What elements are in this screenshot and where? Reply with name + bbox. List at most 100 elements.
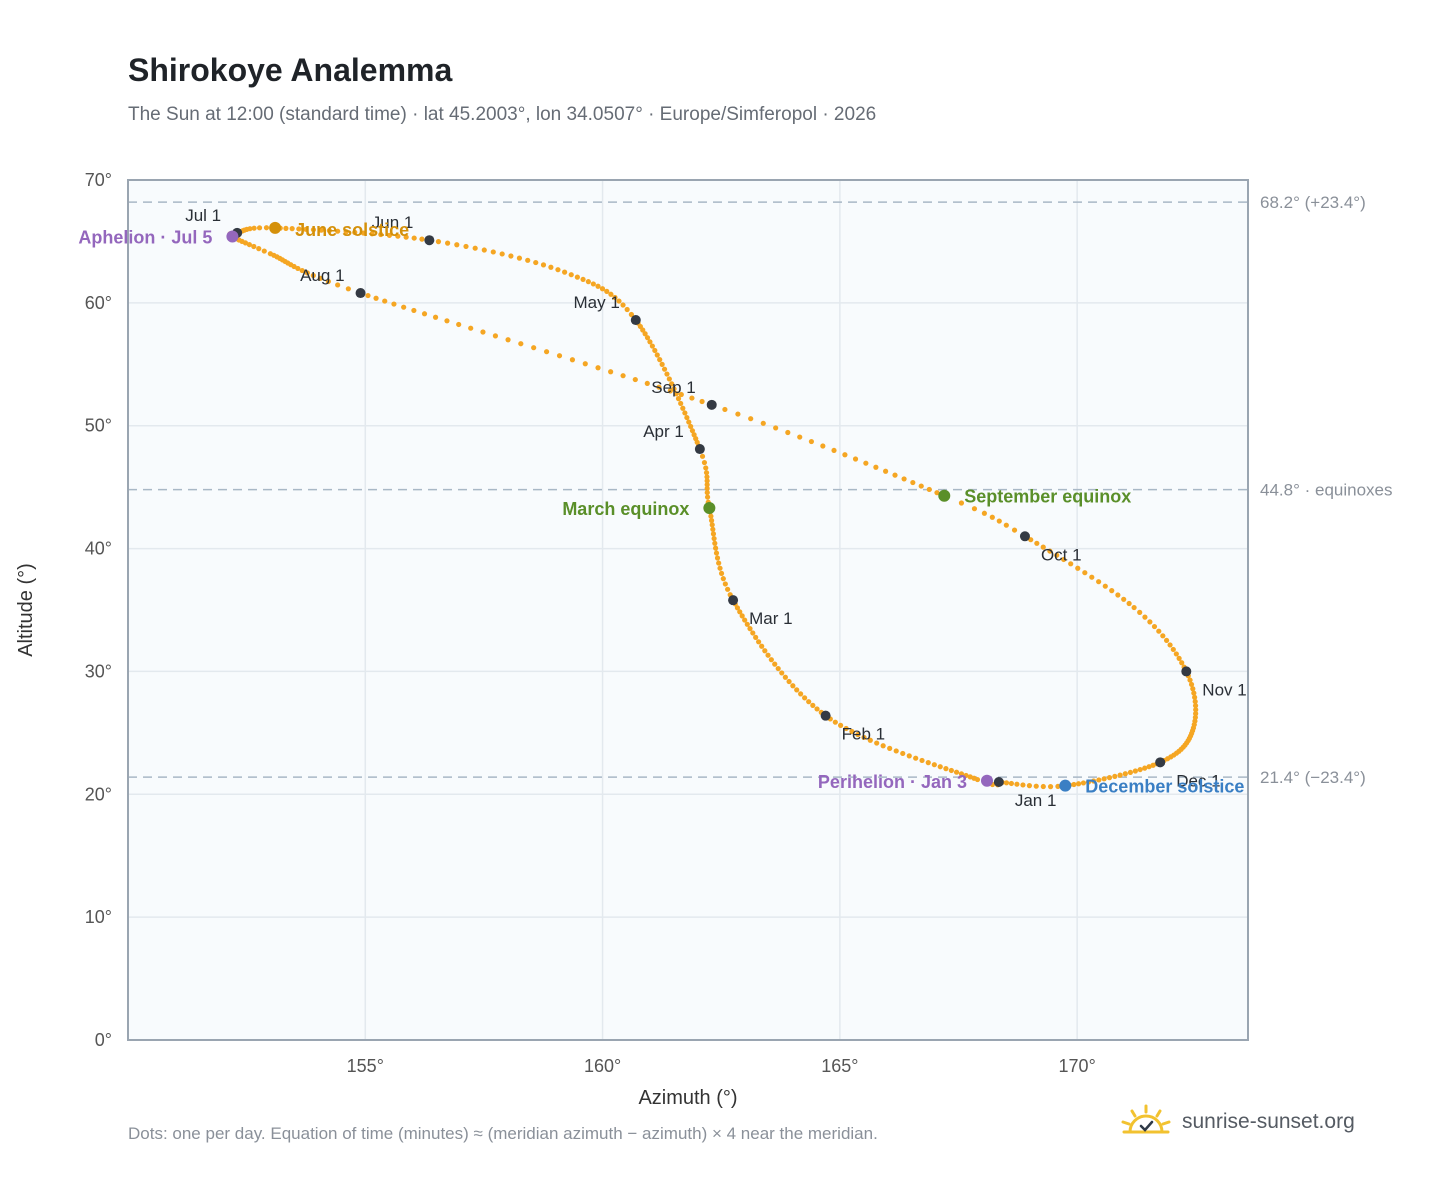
day-dot — [710, 526, 716, 532]
day-dot — [1176, 655, 1182, 661]
day-dot — [569, 357, 576, 363]
event-label: June solstice — [295, 220, 409, 240]
reference-line-label: 21.4° (−23.4°) — [1260, 768, 1366, 787]
y-tick-label: 40° — [85, 539, 112, 559]
chart-subtitle: The Sun at 12:00 (standard time) · lat 4… — [128, 104, 877, 125]
day-dot — [590, 281, 596, 287]
day-dot — [548, 264, 554, 270]
month-label: Feb 1 — [842, 725, 885, 744]
day-dot — [652, 347, 658, 354]
day-dot — [802, 695, 808, 701]
day-dot — [704, 478, 710, 484]
day-dot — [595, 365, 601, 371]
month-marker — [728, 595, 739, 606]
month-marker — [694, 444, 705, 455]
day-dot — [1101, 776, 1107, 782]
day-dot — [1085, 779, 1092, 785]
day-dot — [981, 510, 987, 516]
y-tick-label: 0° — [95, 1030, 112, 1050]
day-dot — [432, 314, 439, 320]
day-dot — [1191, 690, 1197, 696]
day-dot — [1115, 592, 1121, 598]
day-dot — [735, 411, 741, 417]
day-dot — [624, 306, 630, 313]
day-dot — [722, 406, 728, 413]
day-dot — [444, 318, 450, 324]
day-dot — [644, 335, 651, 341]
day-dot — [948, 767, 954, 774]
day-dot — [1055, 783, 1061, 789]
day-dot — [1034, 540, 1040, 546]
month-marker — [993, 777, 1004, 787]
day-dot — [1082, 570, 1088, 576]
day-dot — [628, 311, 634, 318]
day-dot — [463, 243, 469, 250]
day-dot — [703, 470, 710, 476]
day-dot — [263, 225, 270, 231]
day-dot — [666, 376, 672, 382]
day-dot — [742, 617, 748, 623]
day-dot — [989, 514, 995, 520]
day-dot — [654, 352, 660, 358]
day-dot — [454, 242, 460, 248]
day-dot — [1150, 762, 1156, 768]
day-dot — [926, 486, 932, 493]
day-dot — [582, 361, 588, 367]
day-dot — [718, 570, 725, 577]
day-dot — [1071, 781, 1077, 788]
day-dot — [893, 748, 899, 754]
day-dot — [1075, 565, 1081, 571]
day-dot — [682, 410, 688, 416]
day-dot — [688, 423, 694, 430]
day-dot — [1102, 583, 1108, 589]
brand[interactable]: sunrise-sunset.org — [1120, 1102, 1355, 1142]
month-marker — [706, 399, 717, 410]
day-dot — [996, 518, 1002, 524]
day-dot — [1047, 548, 1053, 554]
day-dot — [1109, 588, 1115, 594]
day-dot — [797, 434, 803, 440]
day-dot — [810, 702, 816, 708]
day-dot — [616, 298, 622, 304]
day-dot — [704, 482, 710, 488]
day-dot — [525, 257, 531, 263]
day-dot — [958, 771, 965, 777]
day-dot — [701, 459, 708, 466]
day-dot — [775, 665, 781, 672]
day-dot — [659, 361, 665, 367]
day-dot — [934, 490, 940, 496]
day-dot — [1008, 780, 1015, 787]
month-label: Jan 1 — [1015, 791, 1057, 810]
day-dot — [887, 745, 893, 751]
event-marker — [1059, 779, 1072, 792]
month-marker — [1181, 666, 1192, 677]
day-dot — [1127, 769, 1134, 776]
day-dot — [411, 235, 417, 241]
day-dot — [661, 366, 668, 372]
day-dot — [318, 227, 324, 233]
day-dot — [703, 465, 709, 471]
day-dot — [608, 369, 614, 375]
reference-line-label: 44.8° · equinoxes — [1260, 481, 1393, 500]
day-dot — [739, 613, 745, 619]
day-dot — [779, 670, 785, 676]
chart-title: Shirokoye Analemma — [128, 52, 453, 88]
day-dot — [540, 262, 547, 268]
day-dot — [720, 576, 726, 582]
day-dot — [906, 753, 912, 759]
day-dot — [1192, 703, 1199, 709]
day-dot — [925, 760, 931, 766]
day-dot — [785, 429, 791, 436]
day-dot — [1122, 771, 1128, 777]
day-dot — [568, 272, 574, 278]
day-dot — [1068, 561, 1074, 567]
day-dot — [647, 339, 653, 345]
day-dot — [747, 626, 753, 632]
y-axis-title: Altitude (°) — [15, 563, 37, 657]
day-dot — [1193, 707, 1199, 713]
day-dot — [1193, 711, 1199, 717]
day-dot — [365, 292, 371, 299]
day-dot — [704, 494, 711, 500]
day-dot — [678, 391, 684, 398]
